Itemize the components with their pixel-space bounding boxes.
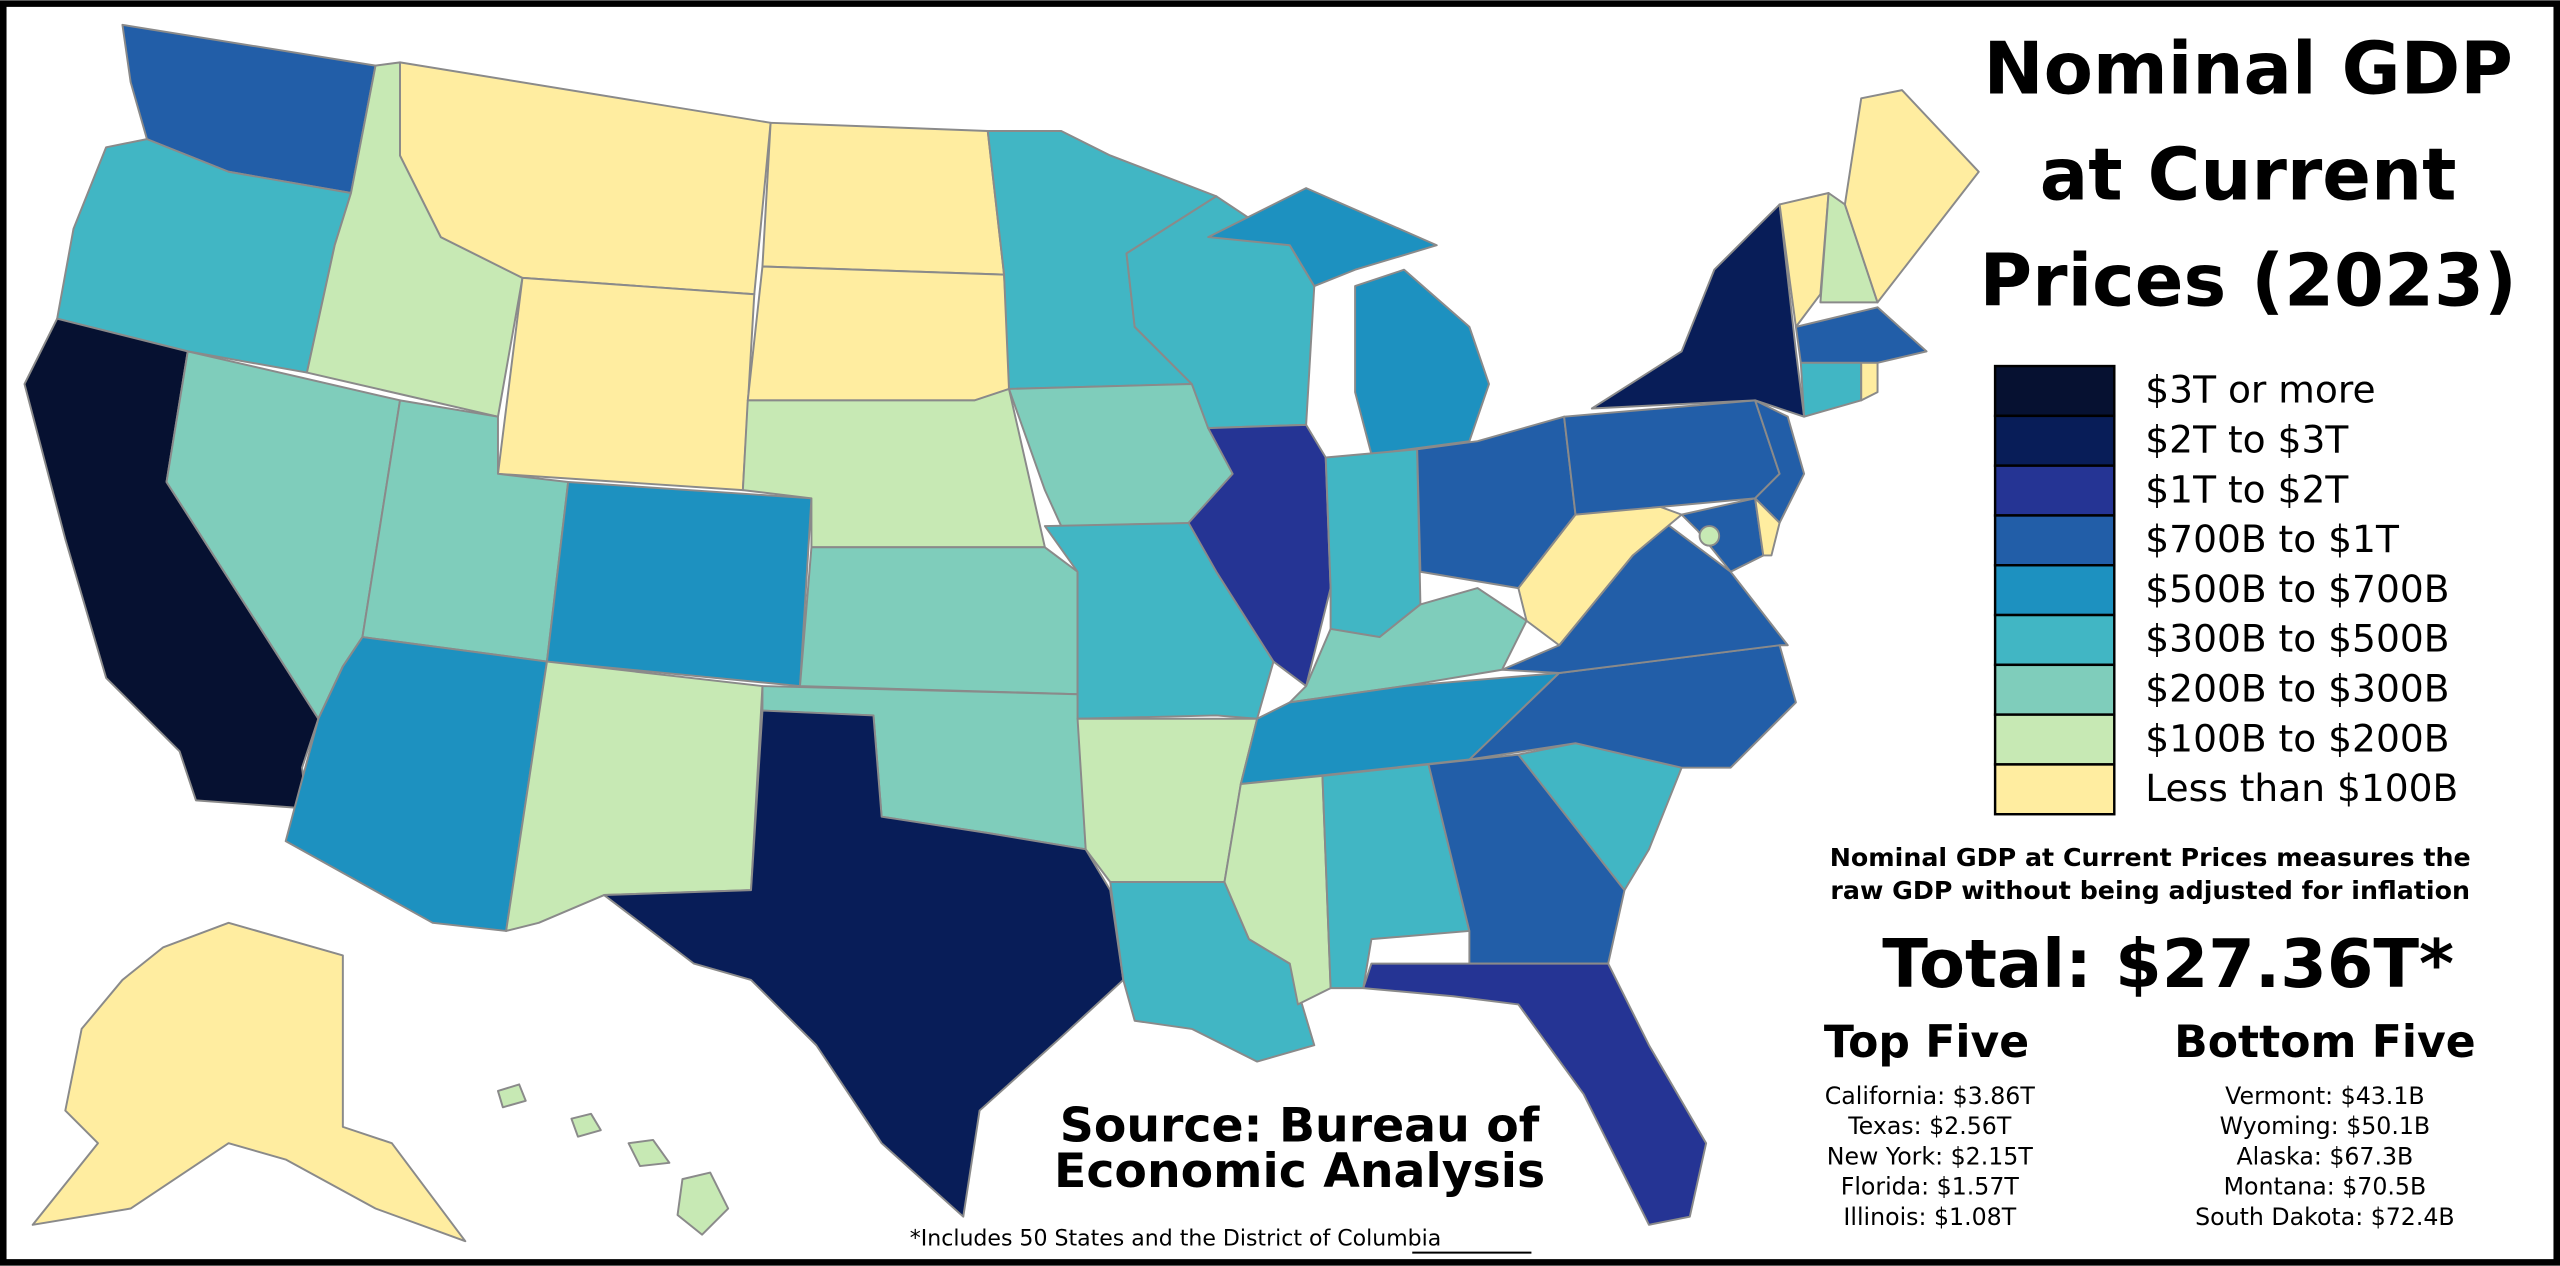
title-line: at Current [2040,132,2457,216]
state [1860,361,1879,402]
state [1794,306,1928,364]
state [570,1112,602,1138]
description: Nominal GDP at Current Prices measures t… [1830,843,2471,872]
top-five-item: Florida: $1.57T [1841,1173,2020,1201]
total: Total: $27.36T* [1882,925,2454,1003]
states [23,23,1980,1243]
legend-label: Less than $100B [2145,766,2458,810]
state [1354,268,1490,456]
legend-label: $300B to $500B [2145,617,2449,661]
top-five-title: Top Five [1824,1017,2029,1068]
source: Source: Bureau of [1060,1099,1540,1154]
state [799,546,1079,696]
legend-swatch [1993,613,2116,667]
legend-label: $200B to $300B [2145,666,2449,710]
title-line: Prices (2023) [1980,239,2517,323]
bottom-five-item: Vermont: $43.1B [2225,1082,2424,1110]
state [1590,203,1806,418]
bottom-five-item: South Dakota: $72.4B [2195,1203,2455,1231]
legend-swatch [1993,514,2116,567]
state [676,1171,730,1236]
state [761,121,1006,276]
bottom-five-title: Bottom Five [2174,1017,2475,1068]
legend-label: $1T to $2T [2145,467,2349,511]
legend: $3T or more $2T to $3T $1T to $2T $700B to … [1993,364,2458,816]
top-five-item: California: $3.86T [1825,1082,2036,1110]
top-five-item: New York: $2.15T [1827,1142,2034,1170]
description: raw GDP without being adjusted for infla… [1830,876,2470,905]
legend-swatch [1993,713,2116,766]
state [496,1083,527,1109]
legend-label: $700B to $1T [2145,517,2400,561]
bottom-five-item: Montana: $70.5B [2224,1173,2427,1201]
state [1324,448,1422,639]
state [545,481,813,688]
state [603,709,1125,1218]
state [746,265,1014,418]
legend-label: $500B to $700B [2145,567,2449,611]
district [1698,525,1721,547]
legend-swatch [1993,364,2116,418]
legend-swatch [1993,414,2116,467]
legend-swatch [1993,763,2116,816]
legend-swatch [1993,663,2116,716]
top-five-item: Illinois: $1.08T [1843,1203,2016,1231]
legend-label: $2T to $3T [2145,417,2349,461]
state [1754,497,1781,557]
state [56,138,352,374]
state [1187,423,1332,688]
title-line: Nominal GDP [1983,26,2512,110]
legend-label: $3T or more [2145,368,2375,412]
source: Economic Analysis [1054,1144,1545,1199]
state [1843,89,1980,304]
state [1362,962,1708,1226]
state [1207,187,1438,288]
bottom-five-item: Alaska: $67.3B [2236,1142,2413,1170]
state [1563,399,1781,516]
top-five-item: Texas: $2.56T [1847,1112,2012,1140]
bottom-five-item: Wyoming: $50.1B [2220,1112,2431,1140]
state [1680,497,1765,573]
legend-label: $100B to $200B [2145,716,2449,760]
footnote: *Includes 50 States and the District of … [910,1227,1442,1252]
state [31,921,467,1243]
legend-swatch [1993,564,2116,617]
state [627,1138,671,1168]
state [496,276,756,492]
legend-swatch [1993,464,2116,517]
state [1288,587,1528,704]
